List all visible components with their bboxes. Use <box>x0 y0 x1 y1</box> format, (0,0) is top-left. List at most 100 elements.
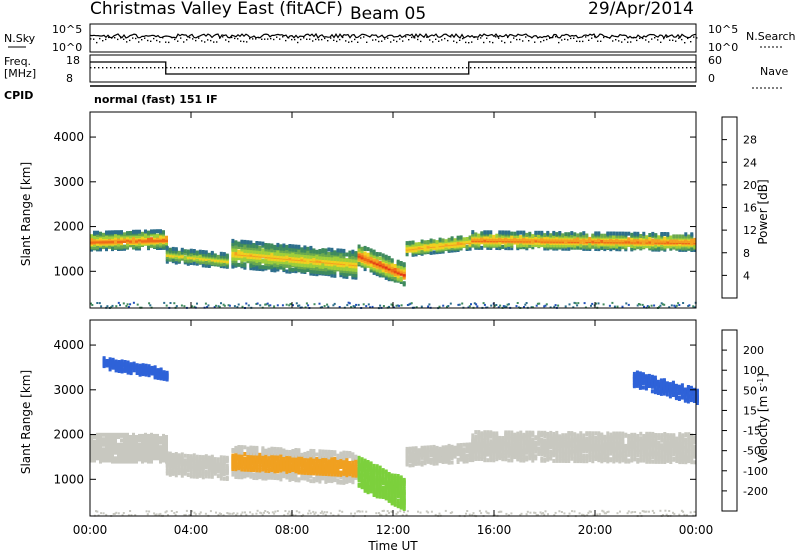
power-ground-cell <box>255 303 258 305</box>
power-cell <box>639 236 643 241</box>
power-ground-cell <box>237 303 240 306</box>
velocity-cell <box>402 484 406 489</box>
power-ground-cell <box>323 305 326 307</box>
velocity-cell <box>414 452 418 457</box>
velocity-cell <box>399 498 403 503</box>
nave-point <box>158 67 160 69</box>
power-cell <box>153 229 156 234</box>
power-ground-cell <box>241 305 244 308</box>
nsearch-point <box>612 40 614 42</box>
velocity-cell <box>264 472 268 477</box>
velocity-cell <box>354 458 358 462</box>
power-ground-cell <box>538 302 541 305</box>
velocity-cell <box>372 472 376 477</box>
power-ground-cell <box>663 303 666 306</box>
power-cell <box>660 243 664 248</box>
nave-point <box>294 67 296 69</box>
power-cell <box>441 238 445 243</box>
nsearch-point <box>324 37 326 40</box>
velocity-cell <box>288 461 292 466</box>
velocity-cell <box>345 457 349 462</box>
nsearch-point <box>96 41 98 44</box>
power-ground-cell <box>207 304 210 307</box>
nsearch-point <box>465 41 467 44</box>
power-cell <box>435 244 439 249</box>
power-cell <box>504 230 508 235</box>
power-cell <box>462 237 466 242</box>
velocity-cell <box>270 451 274 456</box>
nsearch-point <box>558 41 560 44</box>
power-cell <box>306 246 310 251</box>
power-cell <box>351 266 355 271</box>
velocity-cell <box>93 439 96 444</box>
nsearch-point <box>321 38 323 41</box>
power-cell <box>231 252 235 257</box>
nsearch-point <box>528 40 530 42</box>
velocity-cell <box>153 433 156 438</box>
power-cell <box>285 248 289 253</box>
nave-point <box>398 67 400 69</box>
velocity-cell <box>321 474 325 479</box>
power-cell <box>168 247 172 252</box>
velocity-cell <box>93 454 96 458</box>
velocity-cell <box>297 454 301 459</box>
velocity-cell <box>360 477 364 482</box>
velocity-cell <box>195 454 199 459</box>
velocity-cell <box>165 469 169 474</box>
velocity-cell <box>225 475 229 480</box>
power-cell <box>399 265 403 270</box>
nave-point <box>670 67 672 69</box>
power-cell <box>579 245 583 250</box>
velocity-cell <box>357 467 361 471</box>
nave-point <box>246 67 248 69</box>
power-ground-cell <box>269 304 272 307</box>
nave-point <box>266 67 268 69</box>
nave-point <box>90 67 92 69</box>
velocity-cell <box>240 466 244 471</box>
power-ground-cell <box>602 303 605 306</box>
velocity-cell <box>108 436 111 441</box>
nsearch-point <box>459 39 461 41</box>
velocity-cell <box>273 446 277 451</box>
power-cell <box>291 255 295 260</box>
power-cell <box>423 245 427 250</box>
power-cell <box>300 265 304 270</box>
power-cell <box>435 240 439 245</box>
velocity-cell <box>333 463 337 468</box>
power-cell <box>396 259 400 264</box>
power-cell <box>615 237 619 242</box>
velocity-cell <box>303 451 307 456</box>
power-ground-cell <box>494 304 496 307</box>
power-ground-cell <box>637 303 640 305</box>
power-cell <box>474 232 478 237</box>
power-ground-cell <box>215 304 217 307</box>
nave-point <box>270 67 272 69</box>
velocity-cell <box>330 478 334 482</box>
power-ground-cell <box>196 302 198 305</box>
velocity-cell <box>129 459 132 464</box>
power-cell <box>525 232 529 237</box>
power-cell <box>291 244 295 249</box>
power-cell <box>132 229 135 234</box>
power-cell <box>123 246 126 251</box>
velocity-cell <box>177 453 181 458</box>
power-cell <box>348 260 352 265</box>
nsearch-point <box>339 38 341 41</box>
power-cell <box>183 251 187 256</box>
power-cell <box>108 234 111 239</box>
velocity-cell <box>258 468 262 473</box>
power-cell <box>672 238 676 243</box>
power-cell <box>189 252 193 257</box>
velocity-cell <box>270 475 274 480</box>
velocity-cell <box>273 449 277 454</box>
power-ground-cell <box>611 301 614 304</box>
velocity-cell <box>93 449 96 454</box>
power-cell <box>273 261 277 266</box>
velocity-cell <box>354 454 358 459</box>
power-cell <box>288 244 292 248</box>
velocity-cell <box>294 458 298 463</box>
nave-point <box>106 67 108 69</box>
power-cell <box>567 232 571 237</box>
power-ground-cell <box>449 302 452 305</box>
power-cell <box>285 253 289 258</box>
